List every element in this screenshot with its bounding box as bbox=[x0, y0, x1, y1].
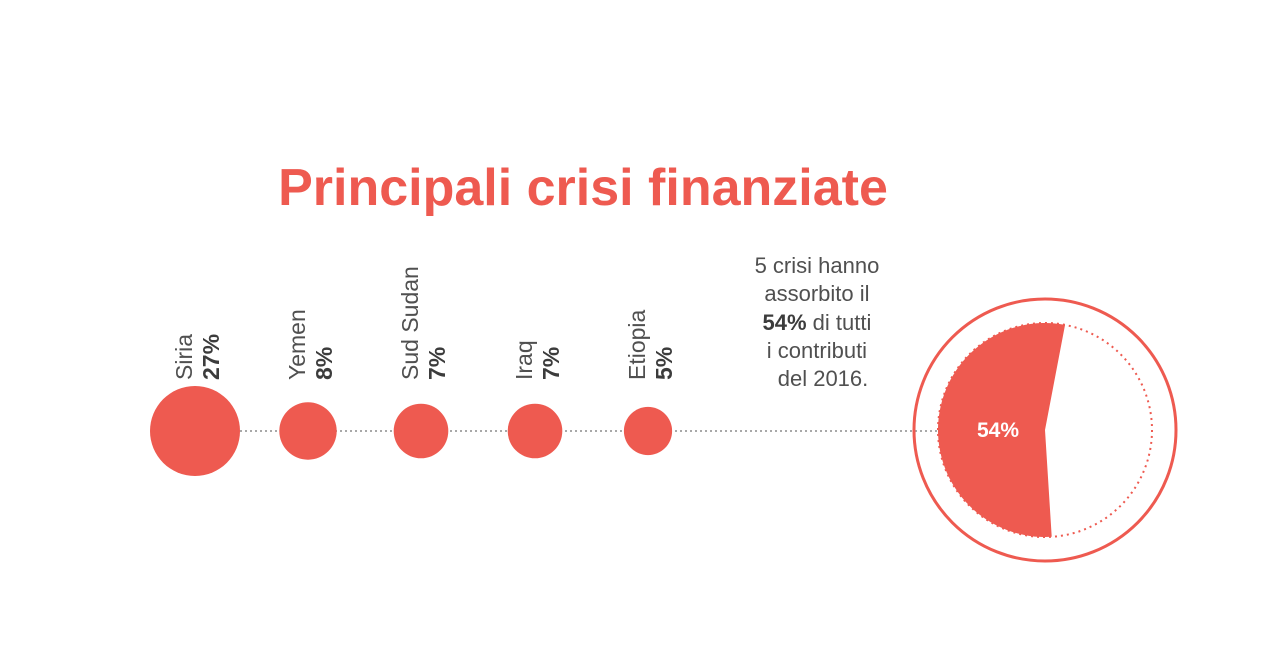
value-label: 8% bbox=[311, 347, 337, 380]
pie-remainder-outline bbox=[937, 322, 1153, 538]
category-label: Etiopia bbox=[624, 309, 650, 380]
label-sud-sudan: Sud Sudan 7% bbox=[397, 266, 450, 380]
label-iraq: Iraq 7% bbox=[511, 340, 564, 380]
value-label: 5% bbox=[651, 347, 677, 380]
bubble-siria bbox=[150, 386, 240, 476]
summary-line-4: i contributi bbox=[767, 338, 867, 363]
value-label: 7% bbox=[424, 347, 450, 380]
summary-text: 5 crisi hanno assorbito il 54% di tutti … bbox=[755, 253, 886, 391]
category-label: Yemen bbox=[284, 309, 310, 380]
category-label: Siria bbox=[171, 334, 197, 380]
pie-outer-ring bbox=[912, 297, 1178, 563]
category-label: Iraq bbox=[511, 340, 537, 380]
pie-value-label: 54% bbox=[977, 419, 1019, 442]
summary-highlight: 54% bbox=[763, 310, 807, 335]
value-label: 27% bbox=[198, 334, 224, 380]
value-label: 7% bbox=[538, 347, 564, 380]
summary-line-3: 54% di tutti bbox=[763, 310, 872, 335]
total-pie: 54% bbox=[912, 297, 1178, 563]
chart-title: Principali crisi finanziate bbox=[278, 159, 888, 217]
summary-line-1: 5 crisi hanno bbox=[755, 253, 880, 278]
bubble-iraq bbox=[507, 403, 563, 459]
label-etiopia: Etiopia 5% bbox=[624, 309, 677, 380]
pie-slice bbox=[937, 323, 1066, 538]
bubble-yemen bbox=[279, 402, 337, 460]
category-label: Sud Sudan bbox=[397, 266, 423, 380]
label-yemen: Yemen 8% bbox=[284, 309, 337, 380]
label-siria: Siria 27% bbox=[171, 334, 224, 380]
summary-line-5: del 2016. bbox=[778, 366, 869, 391]
summary-line-3-rest: di tutti bbox=[807, 310, 872, 335]
bubble-etiopia bbox=[623, 406, 673, 456]
labels-group: Siria 27% Yemen 8% Sud Sudan 7% Iraq 7% Etiopia 5… bbox=[171, 266, 677, 380]
bubbles-group bbox=[150, 386, 673, 476]
summary-line-2: assorbito il bbox=[764, 281, 869, 306]
bubble-sud-sudan bbox=[393, 403, 449, 459]
